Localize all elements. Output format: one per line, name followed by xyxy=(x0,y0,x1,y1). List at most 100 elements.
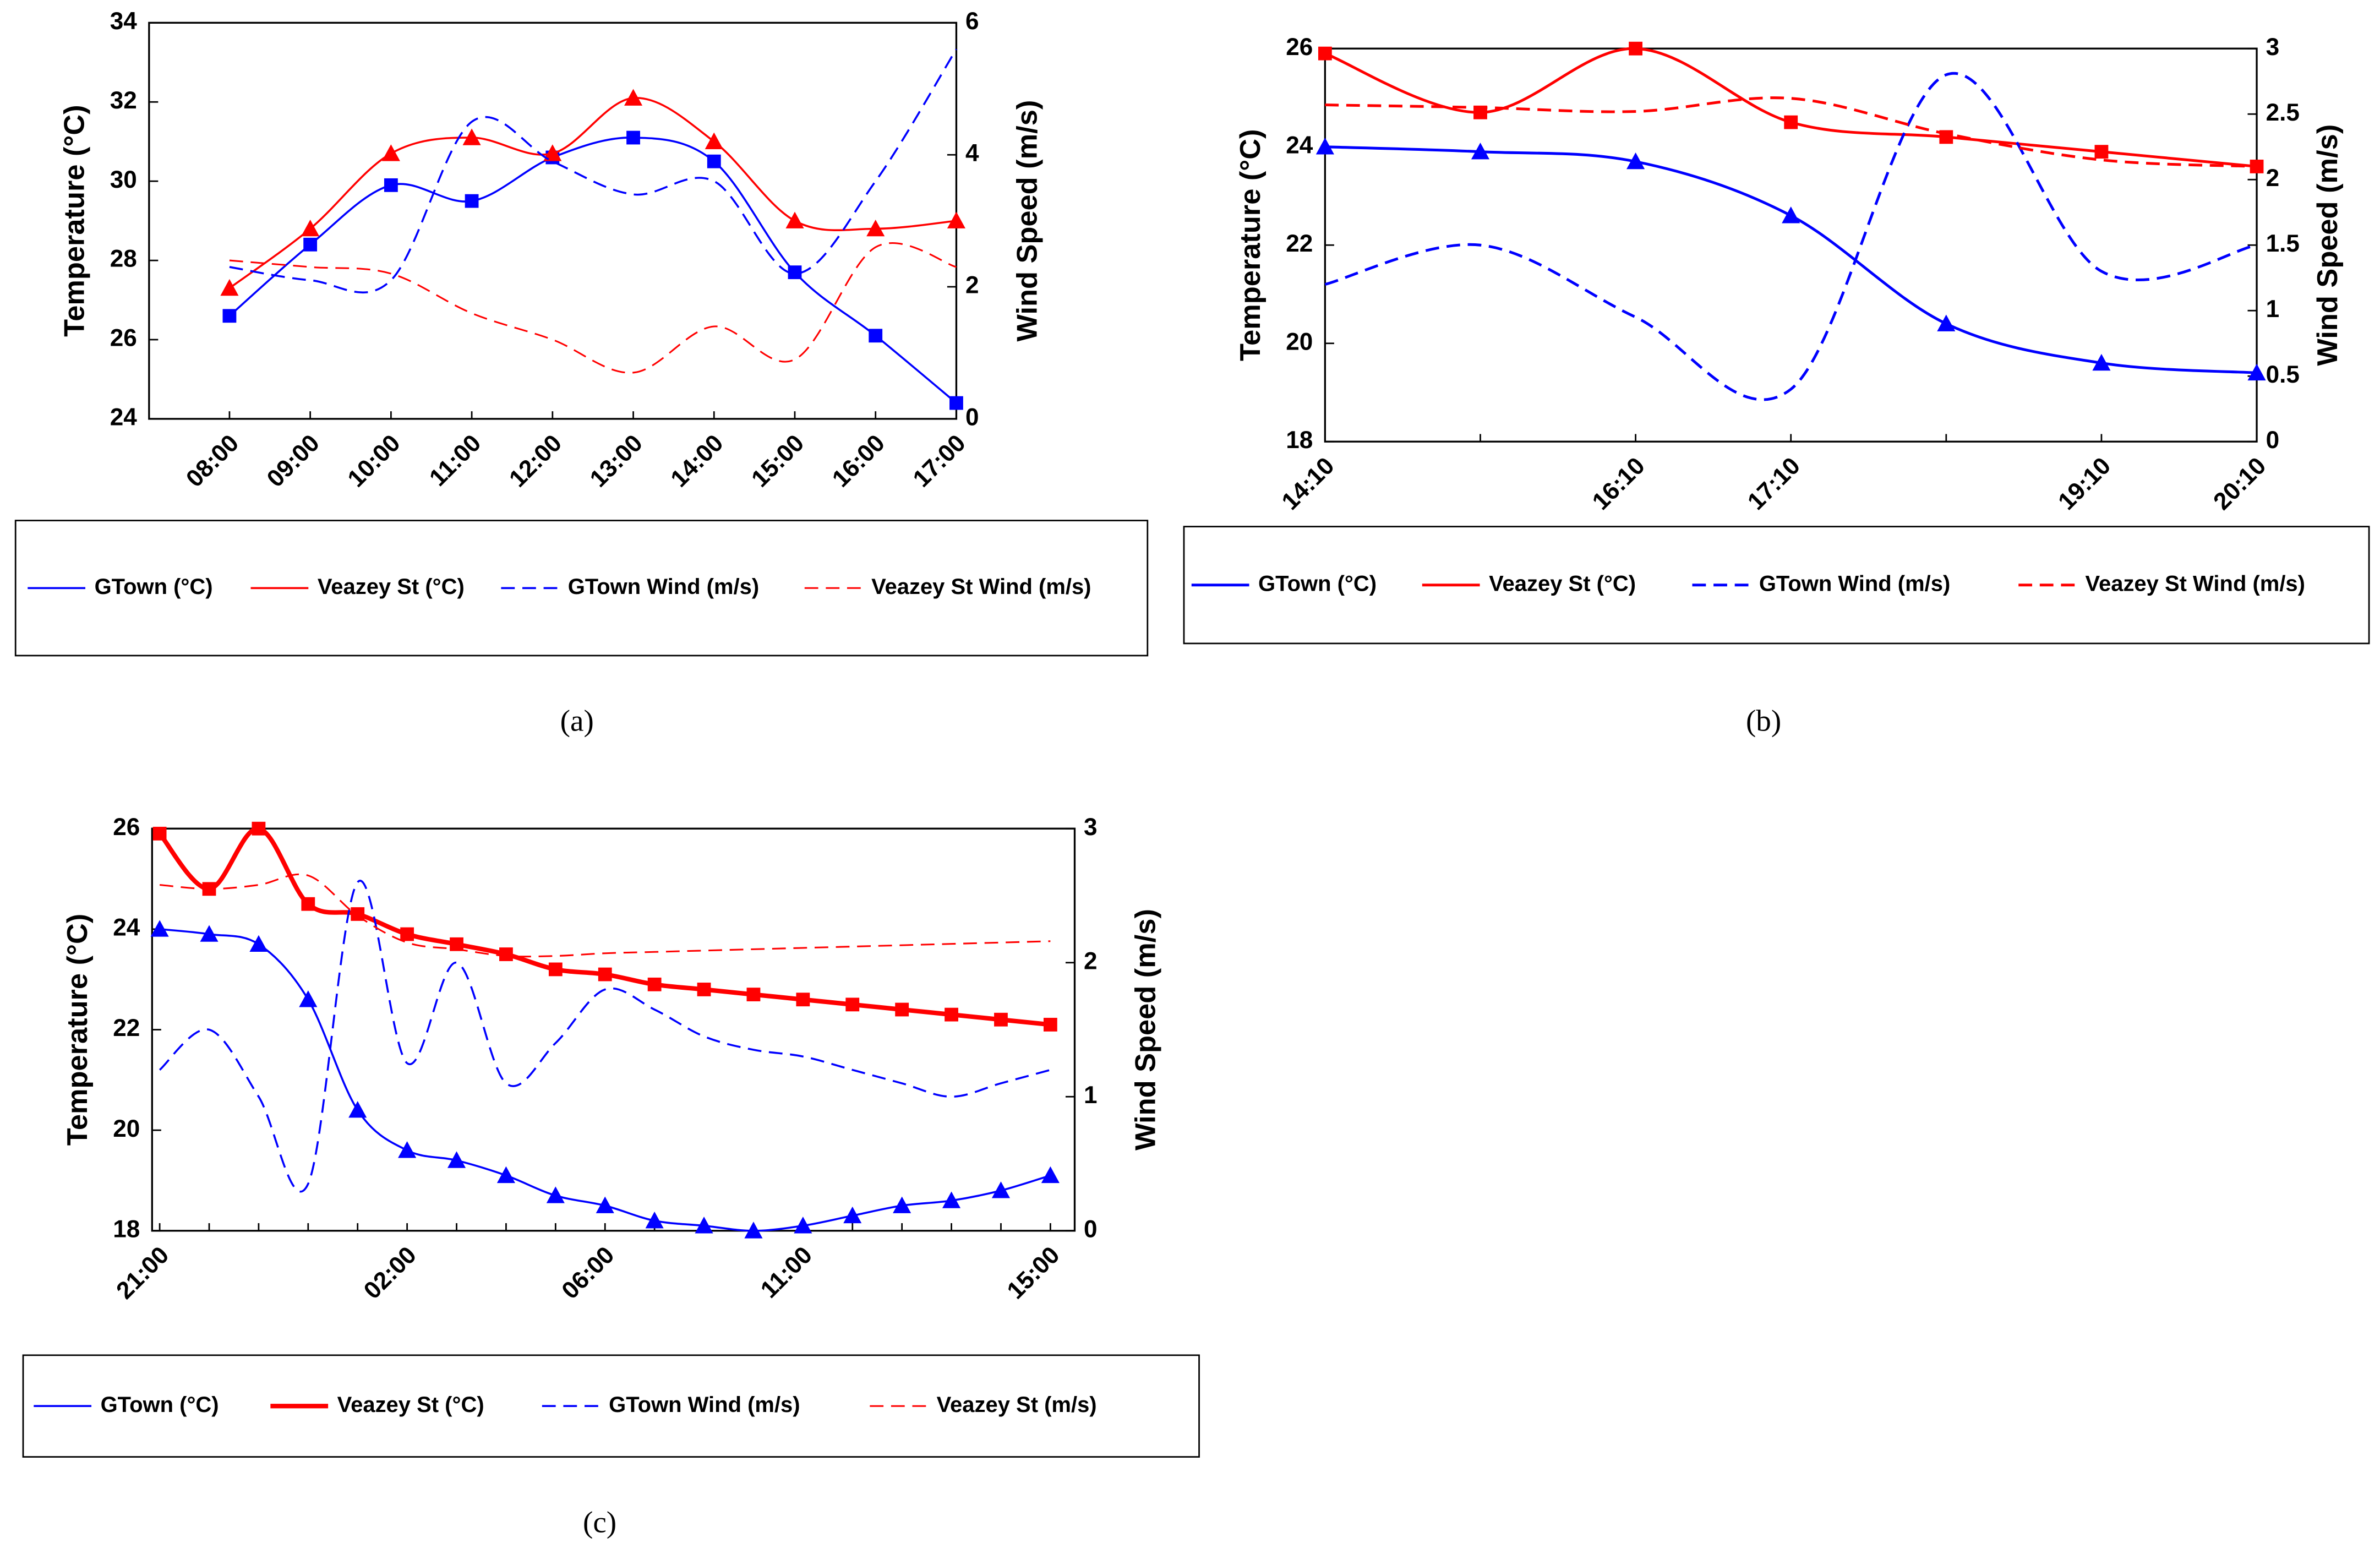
y2-axis-title: Wind Speed (m/s) xyxy=(2312,124,2344,366)
marker xyxy=(796,993,810,1007)
marker xyxy=(645,1211,664,1229)
legend-label: Veazey St (m/s) xyxy=(937,1393,1097,1417)
marker xyxy=(991,1181,1011,1198)
y2-tick-label: 0 xyxy=(1084,1215,1098,1242)
y-tick-label: 26 xyxy=(110,325,137,352)
y2-axis-title: Wind Speed (m/s) xyxy=(1012,100,1044,342)
marker xyxy=(947,211,965,228)
series-line xyxy=(159,873,1051,958)
series-line xyxy=(1325,145,2257,374)
marker xyxy=(843,1206,862,1224)
y-axis-title: Temperature (°C) xyxy=(62,914,94,1146)
y-axis-title: Temperature (°C) xyxy=(58,105,90,336)
legend-label: GTown Wind (m/s) xyxy=(568,575,759,599)
y2-tick-label: 2 xyxy=(2266,165,2280,192)
y2-tick-label: 4 xyxy=(965,140,979,167)
marker xyxy=(400,927,414,941)
y-tick-label: 20 xyxy=(113,1115,140,1142)
marker xyxy=(596,1196,614,1213)
y-tick-label: 22 xyxy=(1286,230,1313,257)
marker xyxy=(462,128,481,145)
x-tick-label: 15:00 xyxy=(1002,1241,1065,1304)
y-axis-title: Temperature (°C) xyxy=(1235,129,1267,361)
legend-label: Veazey St (°C) xyxy=(318,575,465,599)
marker xyxy=(348,1101,367,1118)
plot-frame xyxy=(151,827,1076,1232)
marker xyxy=(744,1222,763,1239)
x-tick-label: 14:00 xyxy=(665,429,728,492)
marker xyxy=(398,1141,417,1158)
series-line xyxy=(228,97,957,289)
x-tick-label: 19:10 xyxy=(2053,452,2116,515)
y-tick-label: 34 xyxy=(110,8,138,35)
y2-tick-label: 2.5 xyxy=(2266,99,2300,126)
marker xyxy=(705,132,723,149)
y-tick-label: 20 xyxy=(1286,328,1313,355)
legend-label: GTown Wind (m/s) xyxy=(609,1393,800,1417)
marker xyxy=(1784,115,1798,129)
y-tick-label: 30 xyxy=(110,166,137,193)
y2-tick-label: 0 xyxy=(965,404,979,431)
y-tick-label: 22 xyxy=(113,1015,140,1042)
marker xyxy=(598,967,612,982)
y2-tick-label: 2 xyxy=(1084,947,1098,974)
y2-tick-label: 0.5 xyxy=(2266,361,2300,388)
series-line xyxy=(157,826,1051,1027)
y2-tick-label: 1 xyxy=(2266,296,2280,323)
x-tick-label: 15:00 xyxy=(746,429,809,492)
legend-box xyxy=(22,1354,1200,1458)
marker xyxy=(543,144,562,161)
x-tick-label: 02:00 xyxy=(359,1241,422,1304)
x-tick-label: 13:00 xyxy=(585,429,647,492)
marker xyxy=(499,947,513,961)
marker xyxy=(447,1151,466,1168)
x-tick-label: 12:00 xyxy=(504,429,567,492)
marker xyxy=(893,1196,911,1213)
plot-frame xyxy=(148,21,958,420)
series-line xyxy=(229,242,957,374)
marker xyxy=(496,1166,515,1184)
marker xyxy=(2092,353,2111,371)
y2-tick-label: 3 xyxy=(1084,814,1098,841)
legend-label: Veazey St (°C) xyxy=(337,1393,484,1417)
marker xyxy=(994,1012,1008,1027)
series-line xyxy=(228,137,957,404)
marker xyxy=(252,821,266,836)
marker xyxy=(301,897,315,911)
caption: (b) xyxy=(1746,704,1781,738)
x-tick-label: 20:10 xyxy=(2208,452,2271,515)
legend-box xyxy=(1183,526,2370,645)
legend-label: Veazey St Wind (m/s) xyxy=(2086,571,2305,596)
y2-axis-title: Wind Speed (m/s) xyxy=(1130,909,1162,1150)
y2-tick-label: 0 xyxy=(2266,427,2280,454)
series-line xyxy=(229,48,957,294)
marker xyxy=(546,1186,565,1203)
marker xyxy=(2094,145,2109,159)
x-tick-label: 16:10 xyxy=(1587,452,1650,515)
marker xyxy=(869,329,883,343)
marker xyxy=(1043,1017,1057,1032)
y-tick-label: 26 xyxy=(113,814,140,841)
marker xyxy=(301,219,320,237)
marker xyxy=(866,219,885,237)
marker xyxy=(249,935,268,952)
marker xyxy=(945,1007,958,1022)
marker xyxy=(1471,143,1490,160)
series-line xyxy=(1325,96,2257,168)
legend-label: GTown (°C) xyxy=(1258,571,1377,596)
x-tick-label: 16:00 xyxy=(827,429,890,492)
y-tick-label: 18 xyxy=(113,1215,140,1242)
legend-label: GTown Wind (m/s) xyxy=(1759,571,1950,596)
marker xyxy=(548,962,563,977)
marker xyxy=(2247,363,2266,381)
marker xyxy=(695,1217,713,1234)
y2-tick-label: 1.5 xyxy=(2266,230,2300,257)
x-tick-label: 11:00 xyxy=(756,1241,818,1304)
marker xyxy=(794,1217,812,1234)
marker xyxy=(1315,138,1334,155)
marker xyxy=(845,997,860,1012)
x-tick-label: 08:00 xyxy=(181,429,244,492)
marker xyxy=(152,826,167,841)
x-tick-label: 17:10 xyxy=(1743,452,1805,515)
y-tick-label: 28 xyxy=(110,246,137,272)
